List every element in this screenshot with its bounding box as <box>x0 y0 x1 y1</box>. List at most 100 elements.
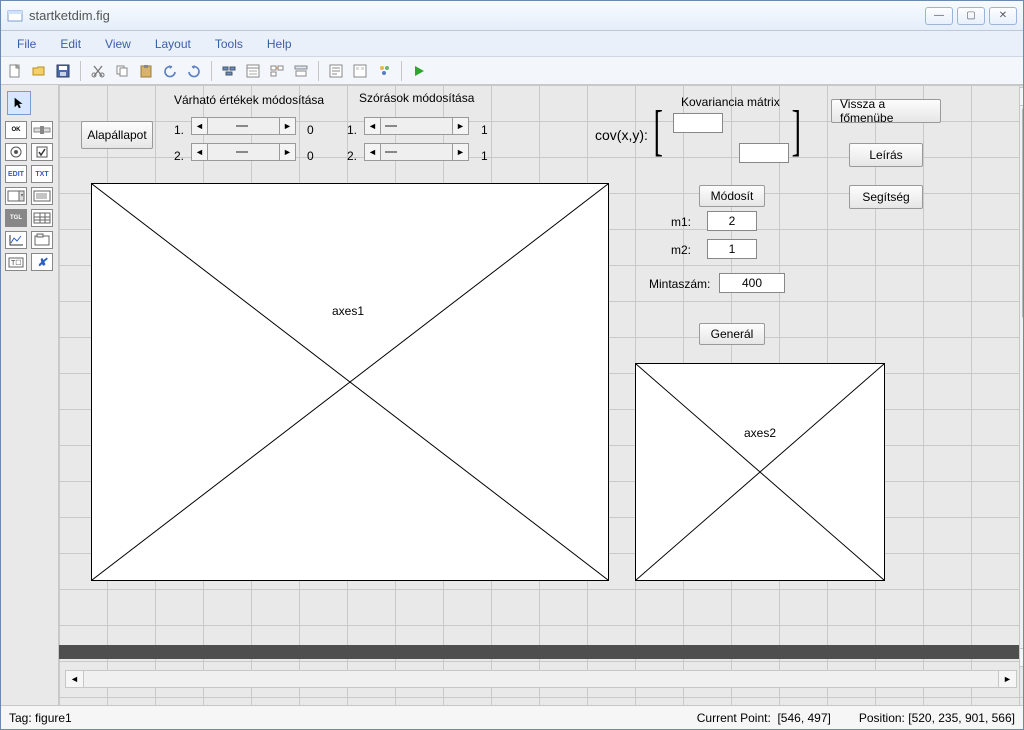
slider-left-arrow-icon[interactable]: ◄ <box>192 144 208 160</box>
generate-button[interactable]: Generál <box>699 323 765 345</box>
paste-icon[interactable] <box>136 61 156 81</box>
slider-left-arrow-icon[interactable]: ◄ <box>365 118 381 134</box>
maximize-button[interactable]: ▢ <box>957 7 985 25</box>
slider-right-arrow-icon[interactable]: ► <box>452 118 468 134</box>
sample-size-field[interactable]: 400 <box>742 276 762 290</box>
redo-icon[interactable] <box>184 61 204 81</box>
copy-icon[interactable] <box>112 61 132 81</box>
slider-right-arrow-icon[interactable]: ► <box>452 144 468 160</box>
scroll-down-arrow-icon[interactable]: ▼ <box>1020 648 1023 666</box>
cov-21-field[interactable] <box>673 143 723 163</box>
cov-label: cov(x,y): <box>595 127 648 143</box>
titlebar: startketdim.fig — ▢ ✕ <box>1 1 1023 31</box>
e2-label: 2. <box>174 149 184 163</box>
cov-12-field[interactable] <box>739 113 789 133</box>
description-button[interactable]: Leírás <box>849 143 923 167</box>
guide-window: startketdim.fig — ▢ ✕ File Edit View Lay… <box>0 0 1024 730</box>
menu-edit[interactable]: Edit <box>52 34 89 54</box>
bracket-left-icon: [ <box>654 103 663 159</box>
window-title: startketdim.fig <box>29 8 925 23</box>
scroll-left-arrow-icon[interactable]: ◄ <box>66 671 84 687</box>
s2-label: 2. <box>347 149 357 163</box>
undo-icon[interactable] <box>160 61 180 81</box>
e1-value: 0 <box>307 123 314 137</box>
slider-left-arrow-icon[interactable]: ◄ <box>192 118 208 134</box>
palette-panel[interactable] <box>31 231 53 249</box>
s2-value: 1 <box>481 149 488 163</box>
help-button[interactable]: Segítség <box>849 185 923 209</box>
scroll-thumb[interactable] <box>1022 108 1023 318</box>
slider-left-arrow-icon[interactable]: ◄ <box>365 144 381 160</box>
slider-right-arrow-icon[interactable]: ► <box>279 144 295 160</box>
e2-slider[interactable]: ◄ ► <box>191 143 296 161</box>
menu-editor-icon[interactable] <box>243 61 263 81</box>
app-icon <box>7 8 23 24</box>
scroll-right-arrow-icon[interactable]: ► <box>998 671 1016 687</box>
slider-right-arrow-icon[interactable]: ► <box>279 118 295 134</box>
palette-table[interactable] <box>31 209 53 227</box>
palette-axes[interactable] <box>5 231 27 249</box>
axes1[interactable]: axes1 <box>91 183 609 581</box>
new-icon[interactable] <box>5 61 25 81</box>
cov-22-field[interactable] <box>739 143 789 163</box>
m2-label: m2: <box>671 243 691 257</box>
save-icon[interactable] <box>53 61 73 81</box>
palette-radiobutton[interactable] <box>5 143 27 161</box>
expected-values-header: Várható értékek módosítása <box>174 93 324 107</box>
menu-tools[interactable]: Tools <box>207 34 251 54</box>
spread-header: Szórások módosítása <box>359 91 474 105</box>
layout-scroll-horizontal[interactable]: ◄ ► <box>65 670 1017 688</box>
tab-order-icon[interactable] <box>267 61 287 81</box>
menu-file[interactable]: File <box>9 34 44 54</box>
bracket-right-icon: ] <box>792 103 801 159</box>
layout-scroll-vertical[interactable]: ▲ ▼ <box>1019 87 1023 667</box>
palette-pushbutton[interactable]: OK <box>5 121 27 139</box>
cov-11-field[interactable] <box>673 113 723 133</box>
cut-icon[interactable] <box>88 61 108 81</box>
covariance-header: Kovariancia mátrix <box>681 95 780 109</box>
axes2[interactable]: axes2 <box>635 363 885 581</box>
toolbar-editor-icon[interactable] <box>291 61 311 81</box>
property-inspector-icon[interactable] <box>350 61 370 81</box>
open-icon[interactable] <box>29 61 49 81</box>
palette-edit[interactable]: EDIT <box>5 165 27 183</box>
menu-view[interactable]: View <box>97 34 139 54</box>
palette-activex[interactable]: ✘ <box>31 253 53 271</box>
back-to-main-button[interactable]: Vissza a főmenübe <box>831 99 941 123</box>
s1-value: 1 <box>481 123 488 137</box>
close-button[interactable]: ✕ <box>989 7 1017 25</box>
align-icon[interactable] <box>219 61 239 81</box>
figure-edge-bottom <box>59 645 1023 659</box>
minimize-button[interactable]: — <box>925 7 953 25</box>
palette-slider[interactable] <box>31 121 53 139</box>
m1-label: m1: <box>671 215 691 229</box>
scroll-up-arrow-icon[interactable]: ▲ <box>1020 88 1023 106</box>
m1-field[interactable]: 2 <box>729 214 736 228</box>
sample-size-label: Mintaszám: <box>649 277 710 291</box>
e1-slider[interactable]: ◄ ► <box>191 117 296 135</box>
s1-slider[interactable]: ◄ ► <box>364 117 469 135</box>
modify-button[interactable]: Módosít <box>699 185 765 207</box>
m2-field[interactable]: 1 <box>729 242 736 256</box>
palette-checkbox[interactable] <box>31 143 53 161</box>
menubar: File Edit View Layout Tools Help <box>1 31 1023 57</box>
palette-popup[interactable] <box>5 187 27 205</box>
select-tool[interactable] <box>7 91 31 115</box>
s1-label: 1. <box>347 123 357 137</box>
status-tag: Tag: figure1 <box>9 711 72 725</box>
s2-slider[interactable]: ◄ ► <box>364 143 469 161</box>
object-browser-icon[interactable] <box>374 61 394 81</box>
status-position: Position: [520, 235, 901, 566] <box>859 711 1015 725</box>
palette-text[interactable]: TXT <box>31 165 53 183</box>
axes2-label: axes2 <box>744 426 776 440</box>
menu-help[interactable]: Help <box>259 34 300 54</box>
palette-buttongroup[interactable]: T☐ <box>5 253 27 271</box>
palette-listbox[interactable] <box>31 187 53 205</box>
e1-label: 1. <box>174 123 184 137</box>
menu-layout[interactable]: Layout <box>147 34 199 54</box>
editor-icon[interactable] <box>326 61 346 81</box>
run-icon[interactable] <box>409 61 429 81</box>
reset-button[interactable]: Alapállapot <box>81 121 153 149</box>
palette-toggle[interactable]: TGL <box>5 209 27 227</box>
layout-area[interactable]: Várható értékek módosítása Szórások módo… <box>59 85 1023 705</box>
